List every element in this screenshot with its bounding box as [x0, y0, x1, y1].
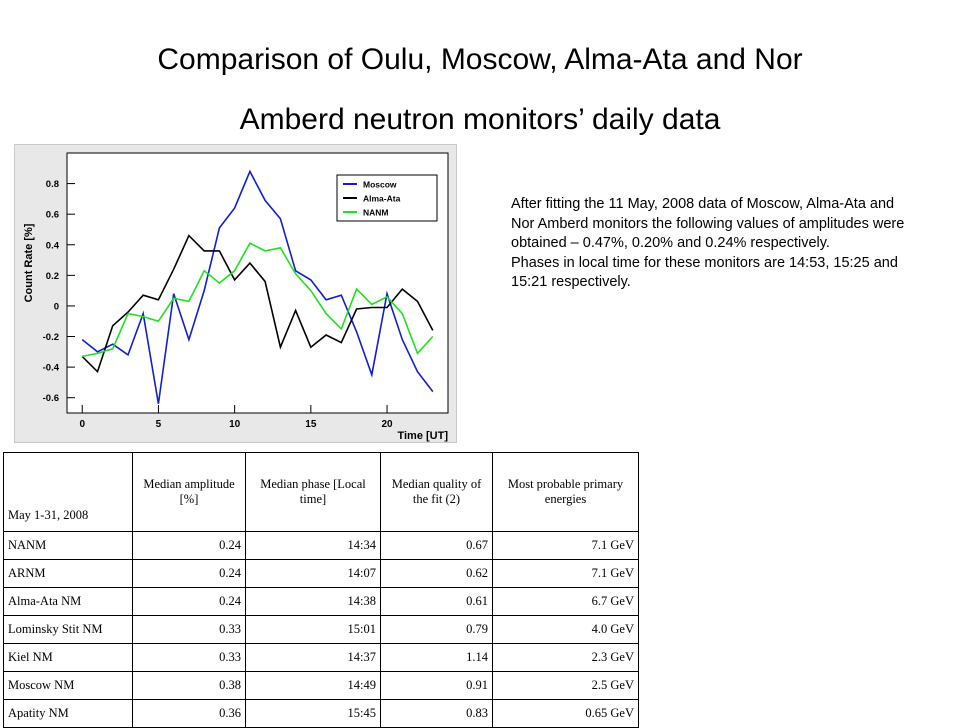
cell-energy: 0.65 GeV	[492, 699, 639, 728]
cell-phase: 14:34	[245, 531, 381, 560]
cell-amplitude: 0.24	[132, 531, 246, 560]
cell-monitor: ARNM	[3, 559, 133, 588]
cell-energy: 7.1 GeV	[492, 559, 639, 588]
table-row: NANM 0.24 14:34 0.67 7.1 GeV	[3, 531, 639, 560]
table-body: NANM 0.24 14:34 0.67 7.1 GeV ARNM 0.24 14:07 0.6…	[3, 531, 639, 728]
cell-amplitude: 0.33	[132, 615, 246, 644]
y-tick-label: 0	[54, 301, 59, 312]
cell-monitor: Alma-Ata NM	[3, 587, 133, 616]
description-line-1: After fitting the 11 May, 2008 data of M…	[511, 196, 895, 212]
x-tick-label: 15	[305, 419, 317, 430]
x-tick-label: 20	[381, 419, 393, 430]
y-tick-label: 0.2	[46, 271, 59, 282]
description-line-2: Nor Amberd monitors the following values…	[511, 215, 905, 252]
cell-phase: 15:45	[245, 699, 381, 728]
cell-energy: 7.1 GeV	[492, 531, 639, 560]
y-tick-label: -0.2	[43, 332, 59, 343]
cell-fit-quality: 0.67	[380, 531, 493, 560]
cell-amplitude: 0.33	[132, 643, 246, 672]
cell-monitor: Apatity NM	[3, 699, 133, 728]
cell-amplitude: 0.38	[132, 671, 246, 700]
cell-energy: 6.7 GeV	[492, 587, 639, 616]
cell-phase: 14:07	[245, 559, 381, 588]
fit-description: After fitting the 11 May, 2008 data of M…	[511, 195, 911, 293]
cell-fit-quality: 0.62	[380, 559, 493, 588]
table-header-row: May 1-31, 2008 Median amplitude [%] Medi…	[3, 452, 639, 532]
header-fit-quality: Median quality of the fit (2)	[380, 452, 493, 532]
slide-title-line-1: Comparison of Oulu, Moscow, Alma-Ata and…	[157, 43, 803, 76]
chart-svg: 0 5 10 15 20 -0.6 -0.4 -0.2 0 0.2 0.4 0.6 0.8 Time [U…	[23, 152, 449, 442]
y-tick-label: 0.6	[46, 210, 59, 221]
x-axis-label: Time [UT]	[397, 430, 448, 442]
cell-monitor: NANM	[3, 531, 133, 560]
cell-amplitude: 0.36	[132, 699, 246, 728]
series-line-nanm	[82, 242, 434, 358]
cell-amplitude: 0.24	[132, 587, 246, 616]
x-tick-label: 10	[229, 419, 241, 430]
x-tick-label: 5	[156, 419, 162, 430]
legend-entry: Moscow	[363, 180, 397, 190]
table-row: Moscow NM 0.38 14:49 0.91 2.5 GeV	[3, 671, 639, 700]
table-row: Lominsky Stit NM 0.33 15:01 0.79 4.0 GeV	[3, 615, 639, 644]
cell-phase: 15:01	[245, 615, 381, 644]
cell-energy: 4.0 GeV	[492, 615, 639, 644]
cell-fit-quality: 0.83	[380, 699, 493, 728]
legend-entry: Alma-Ata	[363, 194, 401, 204]
y-tick-label: 0.8	[46, 179, 59, 190]
cell-fit-quality: 0.91	[380, 671, 493, 700]
monthly-results-table: May 1-31, 2008 Median amplitude [%] Medi…	[3, 452, 639, 728]
header-primary-energies: Most probable primary energies	[492, 452, 639, 532]
cell-monitor: Lominsky Stit NM	[3, 615, 133, 644]
cell-phase: 14:38	[245, 587, 381, 616]
table-row: Kiel NM 0.33 14:37 1.14 2.3 GeV	[3, 643, 639, 672]
description-line-3: Phases in local time for these monitors …	[511, 254, 898, 291]
count-rate-chart: 0 5 10 15 20 -0.6 -0.4 -0.2 0 0.2 0.4 0.6 0.8 Time [U…	[14, 144, 457, 443]
header-median-amplitude: Median amplitude [%]	[132, 452, 246, 532]
cell-phase: 14:49	[245, 671, 381, 700]
cell-energy: 2.5 GeV	[492, 671, 639, 700]
cell-energy: 2.3 GeV	[492, 643, 639, 672]
table-row: Alma-Ata NM 0.24 14:38 0.61 6.7 GeV	[3, 587, 639, 616]
y-tick-label: 0.4	[46, 240, 60, 251]
y-axis-label: Count Rate [%]	[23, 223, 35, 302]
table-row: Apatity NM 0.36 15:45 0.83 0.65 GeV	[3, 699, 639, 728]
header-median-phase: Median phase [Local time]	[245, 452, 381, 532]
cell-fit-quality: 0.61	[380, 587, 493, 616]
y-tick-label: -0.6	[43, 393, 59, 404]
header-period: May 1-31, 2008	[3, 452, 133, 532]
table-row: ARNM 0.24 14:07 0.62 7.1 GeV	[3, 559, 639, 588]
series-line-alma-ata	[81, 234, 434, 374]
legend-entry: NANM	[363, 208, 389, 218]
slide-title-line-2: Amberd neutron monitors’ daily data	[239, 103, 721, 136]
cell-fit-quality: 0.79	[380, 615, 493, 644]
cell-amplitude: 0.24	[132, 559, 246, 588]
cell-monitor: Moscow NM	[3, 671, 133, 700]
cell-phase: 14:37	[245, 643, 381, 672]
series-line-moscow	[81, 169, 434, 404]
cell-fit-quality: 1.14	[380, 643, 493, 672]
cell-monitor: Kiel NM	[3, 643, 133, 672]
y-tick-label: -0.4	[43, 363, 60, 374]
x-tick-label: 0	[79, 419, 85, 430]
